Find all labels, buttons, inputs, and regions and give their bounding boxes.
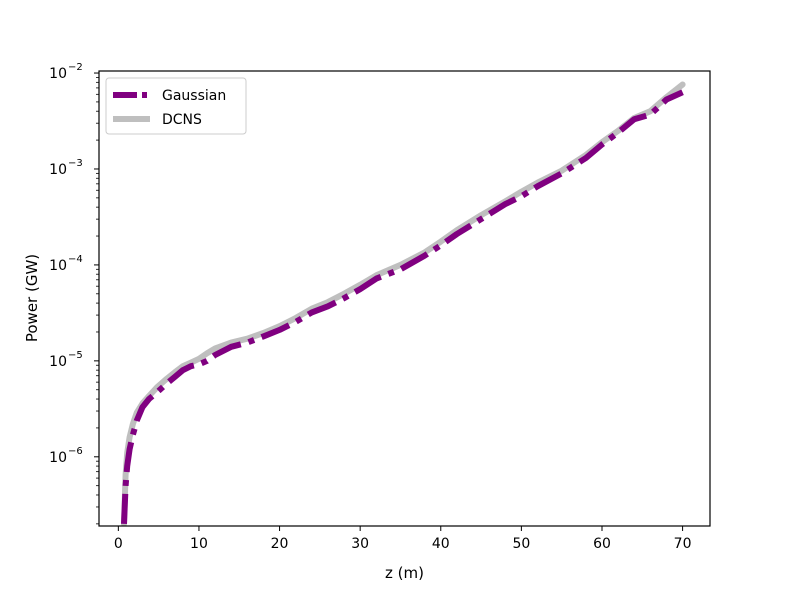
legend: Gaussian DCNS	[105, 77, 247, 135]
x-tick-label: 20	[271, 536, 289, 552]
y-axis: 10−610−510−410−310−2	[49, 62, 99, 525]
x-tick-label: 50	[512, 536, 530, 552]
series-layer	[121, 81, 686, 526]
y-tick-label: 10	[49, 162, 67, 178]
y-tick-exponent: −6	[68, 446, 83, 457]
plot-background	[99, 71, 710, 526]
x-tick-label: 10	[190, 536, 208, 552]
x-tick-label: 60	[593, 536, 611, 552]
legend-label-gaussian: Gaussian	[162, 88, 226, 104]
y-tick-exponent: −2	[68, 62, 83, 73]
x-tick-label: 30	[351, 536, 369, 552]
x-axis: 0 10 20 30 40 50 60 70	[114, 526, 692, 552]
x-tick-label: 70	[674, 536, 692, 552]
y-tick-exponent: −3	[68, 158, 83, 169]
y-tick-exponent: −5	[68, 350, 83, 361]
series-line-gaussian	[121, 89, 684, 525]
plot-frame	[98, 70, 711, 527]
y-tick-exponent: −4	[68, 254, 83, 265]
x-axis-label: z (m)	[385, 564, 424, 582]
x-tick-label: 0	[114, 536, 123, 552]
y-axis-label: Power (GW)	[23, 254, 41, 342]
y-tick-label: 10	[49, 354, 67, 370]
y-tick-label: 10	[49, 450, 67, 466]
y-tick-label: 10	[49, 258, 67, 274]
y-tick-label: 10	[49, 66, 67, 82]
legend-label-dcns: DCNS	[162, 112, 202, 128]
x-tick-label: 40	[432, 536, 450, 552]
